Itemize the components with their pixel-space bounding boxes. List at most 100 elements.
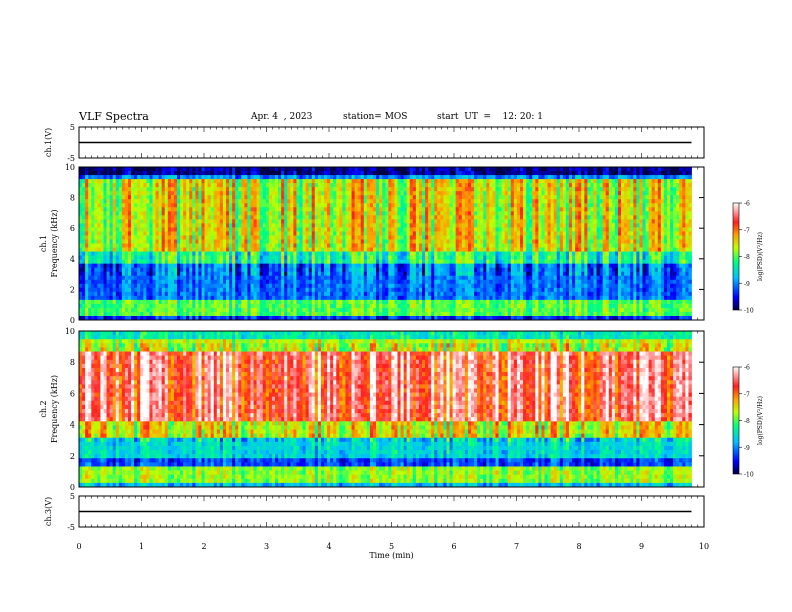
ch1-spectrogram-cell xyxy=(434,247,438,252)
ch1-spectrogram-cell xyxy=(207,243,212,248)
ch1-spectrogram-cell xyxy=(363,227,368,232)
ch1-spectrogram-cell xyxy=(247,255,251,261)
ch1-spectrogram-cell xyxy=(100,179,104,184)
ch1-spectrogram-cell xyxy=(241,275,245,281)
ch1-spectrogram-cell xyxy=(207,275,212,281)
ch1-spectrogram-cell xyxy=(412,223,417,228)
ch1-spectrogram-cell xyxy=(207,211,212,216)
ch1-spectrogram-cell xyxy=(345,259,349,265)
ch1-spectrogram-cell xyxy=(140,235,144,240)
ch1-spectrogram-cell xyxy=(167,203,172,208)
ch1-spectrogram-cell xyxy=(256,303,261,309)
ch1-spectrogram-cell xyxy=(131,299,135,305)
ch1-spectrogram-cell xyxy=(366,299,371,305)
ch1-spectrogram-cell xyxy=(229,247,233,252)
ch1-spectrogram-cell xyxy=(324,203,328,208)
ch1-spectrogram-cell xyxy=(140,255,144,261)
ch1-spectrogram-cell xyxy=(351,287,356,293)
ch1-spectrogram-cell xyxy=(131,259,135,265)
ch1-spectrogram-cell xyxy=(434,191,438,196)
ch1-spectrogram-cell xyxy=(232,251,236,256)
ch1-spectrogram-cell xyxy=(293,235,297,240)
ch1-spectrogram-cell xyxy=(379,259,383,265)
ch1-spectrogram-cell xyxy=(336,243,340,248)
ch1-spectrogram-cell xyxy=(388,219,392,224)
ch1-spectrogram-cell xyxy=(357,303,362,309)
ch1-spectrogram-cell xyxy=(100,215,104,220)
ch1-spectrogram-cell xyxy=(259,167,264,172)
ch1-spectrogram-cell xyxy=(232,247,236,252)
ch1-spectrogram-cell xyxy=(333,179,337,184)
ch1-spectrogram-cell xyxy=(256,171,261,176)
ch1-spectrogram-cell xyxy=(342,207,346,212)
ch1-spectrogram-cell xyxy=(275,291,279,297)
ch1-spectrogram-cell xyxy=(100,307,104,313)
ch1-spectrogram-cell xyxy=(244,215,248,220)
ch1-spectrogram-cell xyxy=(82,243,86,248)
ch1-spectrogram-cell xyxy=(134,239,138,244)
ch1-spectrogram-cell xyxy=(391,299,395,305)
ch1-spectrogram-cell xyxy=(213,207,218,212)
ch1-spectrogram-cell xyxy=(333,211,337,216)
ch1-spectrogram-cell xyxy=(360,211,365,216)
ch1-spectrogram-cell xyxy=(299,231,303,236)
ch1-spectrogram-cell xyxy=(431,167,435,172)
ch1-spectrogram-cell xyxy=(440,207,444,212)
ch1-spectrogram-cell xyxy=(434,295,438,301)
ch1-spectrogram-cell xyxy=(158,251,163,256)
ch1-spectrogram-cell xyxy=(333,291,337,297)
ch1-spectrogram-cell xyxy=(97,195,101,200)
ch1-spectrogram-cell xyxy=(79,307,83,313)
ch1-spectrogram-cell xyxy=(317,203,322,208)
ch1-spectrogram-cell xyxy=(253,239,258,244)
ch1-spectrogram-cell xyxy=(219,267,224,273)
ch1-spectrogram-cell xyxy=(268,215,273,220)
ch1-spectrogram-cell xyxy=(226,311,230,317)
ch1-spectrogram-cell xyxy=(296,243,300,248)
ch1-spectrogram-cell xyxy=(85,167,89,172)
ch1-spectrogram-cell xyxy=(320,195,325,200)
ch1-spectrogram-cell xyxy=(222,191,227,196)
ch1-spectrogram-cell xyxy=(140,263,144,269)
ch1-spectrogram-cell xyxy=(339,311,343,317)
ch1-spectrogram-cell xyxy=(94,235,98,240)
ch1-spectrogram-cell xyxy=(170,259,175,265)
ch1-spectrogram-cell xyxy=(403,247,408,252)
ch1-spectrogram-cell xyxy=(204,271,209,277)
ch1-spectrogram-cell xyxy=(82,231,86,236)
ch1-spectrogram-cell xyxy=(244,167,248,172)
ch1-spectrogram-cell xyxy=(443,183,447,188)
ch1-spectrogram-cell xyxy=(366,315,371,321)
ch1-spectrogram-cell xyxy=(351,299,356,305)
ch1-spectrogram-cell xyxy=(412,211,417,216)
ch1-spectrogram-cell xyxy=(238,275,242,281)
ch1-spectrogram-cell xyxy=(241,247,245,252)
ch1-spectrogram-cell xyxy=(183,235,187,240)
ch1-spectrogram-cell xyxy=(177,255,181,261)
ch1-spectrogram-cell xyxy=(164,295,169,301)
ch1-spectrogram-cell xyxy=(85,259,89,265)
ch1-spectrogram-cell xyxy=(278,259,282,265)
ch1-spectrogram-cell xyxy=(391,235,395,240)
ch1-spectrogram-cell xyxy=(320,267,325,273)
ch1-spectrogram-cell xyxy=(412,235,417,240)
ch1-spectrogram-cell xyxy=(238,171,242,176)
ch1-spectrogram-cell xyxy=(79,179,83,184)
ch1-spectrogram-cell xyxy=(296,315,300,321)
ch1-spectrogram-cell xyxy=(317,231,322,236)
ch1-spectrogram-cell xyxy=(379,275,383,281)
ch1-spectrogram-cell xyxy=(351,267,356,273)
ch1-spectrogram-cell xyxy=(235,223,239,228)
ch1-spectrogram-cell xyxy=(94,291,98,297)
ch1-spectrogram-cell xyxy=(275,315,279,321)
ch1-spectrogram-cell xyxy=(256,191,261,196)
ch1-spectrogram-cell xyxy=(216,191,221,196)
ch1-spectrogram-cell xyxy=(167,231,172,236)
ch1-spectrogram-cell xyxy=(363,259,368,265)
ch1-spectrogram-cell xyxy=(79,219,83,224)
ch1-spectrogram-cell xyxy=(376,315,380,321)
ch1-spectrogram-cell xyxy=(189,191,193,196)
ch1-spectrogram-cell xyxy=(345,303,349,309)
ch1-spectrogram-cell xyxy=(409,287,414,293)
ch1-spectrogram-cell xyxy=(198,287,202,293)
